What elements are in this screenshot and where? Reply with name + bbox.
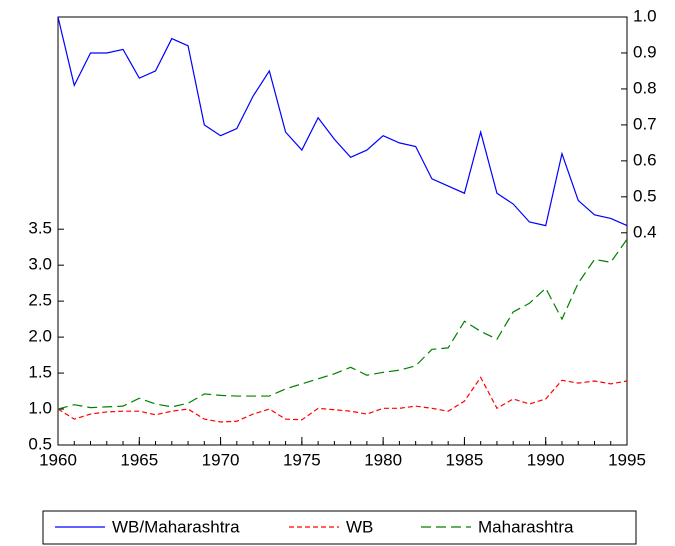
series-line [57, 16, 628, 227]
y2-tick-label: 0.9 [633, 42, 657, 61]
series-line [57, 376, 628, 423]
x-tick-label: 1975 [283, 450, 321, 469]
y2-tick-label: 0.4 [633, 222, 657, 241]
y2-tick-label: 0.5 [633, 186, 657, 205]
y2-tick-label: 1.0 [633, 6, 657, 25]
x-tick-label: 1960 [39, 450, 77, 469]
y2-tick-label: 0.8 [633, 78, 657, 97]
x-tick-label: 1965 [120, 450, 158, 469]
x-tick-label: 1990 [527, 450, 565, 469]
y-tick-label: 3.0 [28, 255, 52, 274]
y-tick-label: 3.5 [28, 219, 52, 238]
y-tick-label: 2.0 [28, 327, 52, 346]
legend-label: WB/Maharashtra [112, 517, 240, 536]
x-tick-label: 1970 [202, 450, 240, 469]
y-tick-label: 2.5 [28, 291, 52, 310]
legend-label: Maharashtra [478, 517, 574, 536]
y-tick-label: 1.5 [28, 363, 52, 382]
y2-tick-label: 0.7 [633, 114, 657, 133]
x-tick-label: 1980 [364, 450, 402, 469]
legend-label: WB [346, 517, 373, 536]
x-tick-label: 1995 [608, 450, 646, 469]
series-line [57, 238, 628, 410]
x-tick-label: 1985 [446, 450, 484, 469]
y2-tick-label: 0.6 [633, 150, 657, 169]
legend-box [42, 510, 637, 545]
y-tick-label: 1.0 [28, 399, 52, 418]
plot-frame [57, 16, 628, 446]
y-tick-label: 0.5 [28, 434, 52, 453]
